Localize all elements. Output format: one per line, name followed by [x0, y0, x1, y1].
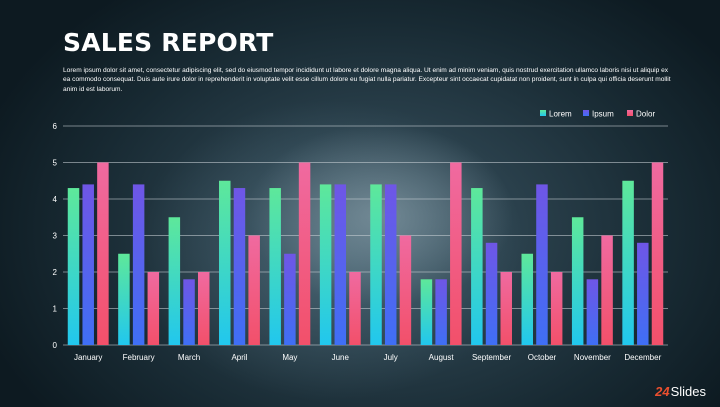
bar-dolor-november	[601, 235, 613, 345]
y-tick-label: 0	[53, 341, 58, 350]
x-tick-label: April	[231, 353, 247, 362]
x-tick-label: July	[384, 353, 398, 362]
y-tick-label: 5	[53, 159, 58, 168]
bar-ipsum-september	[485, 242, 498, 345]
bar-dolor-december	[651, 162, 664, 345]
x-tick-label: October	[528, 353, 557, 362]
bar-lorem-september	[471, 188, 483, 345]
bar-lorem-august	[420, 279, 433, 345]
bar-dolor-january	[97, 162, 109, 345]
bar-dolor-july	[399, 235, 412, 345]
x-tick-label: February	[123, 353, 155, 362]
bar-ipsum-february	[132, 184, 145, 345]
x-tick-label: November	[574, 353, 611, 362]
legend-swatch-ipsum	[583, 110, 589, 116]
slide-subtitle: Lorem ipsum dolor sit amet, consectetur …	[63, 67, 671, 93]
bar-lorem-june	[319, 184, 332, 345]
legend-label-ipsum: Ipsum	[592, 110, 614, 119]
bar-ipsum-april	[233, 188, 246, 345]
legend-swatch-dolor	[627, 110, 633, 116]
legend-label-dolor: Dolor	[636, 110, 655, 119]
y-tick-label: 6	[53, 122, 58, 131]
chart-bars	[67, 162, 664, 345]
chart-y-axis: 0 1 2 3 4 5 6	[53, 122, 58, 350]
bar-dolor-may	[298, 162, 311, 345]
bar-ipsum-august	[435, 279, 447, 345]
bar-dolor-march	[197, 272, 210, 345]
bar-lorem-july	[370, 184, 382, 345]
x-tick-label: September	[472, 353, 511, 362]
y-tick-label: 4	[53, 195, 58, 204]
x-tick-label: May	[282, 353, 297, 362]
x-tick-label: June	[332, 353, 350, 362]
bar-ipsum-january	[82, 184, 94, 345]
x-tick-label: January	[74, 353, 102, 362]
bar-lorem-may	[269, 188, 281, 345]
bar-ipsum-july	[384, 184, 397, 345]
chart-x-axis: January February March April May June July Augu…	[74, 353, 662, 362]
legend-swatch-lorem	[540, 110, 546, 116]
legend-label-lorem: Lorem	[549, 110, 572, 119]
x-tick-label: August	[429, 353, 455, 362]
y-tick-label: 3	[53, 232, 58, 241]
bar-lorem-december	[622, 180, 634, 345]
bar-dolor-september	[500, 272, 512, 345]
bar-ipsum-october	[536, 184, 548, 345]
bar-ipsum-may	[284, 253, 296, 345]
brand-logo-mark: 24	[655, 384, 670, 399]
chart-gridlines	[63, 125, 668, 346]
bar-lorem-october	[521, 253, 534, 345]
bar-dolor-august	[450, 162, 462, 345]
x-tick-label: December	[624, 353, 661, 362]
y-tick-label: 2	[53, 268, 58, 277]
brand-logo: 24Slides	[655, 384, 706, 399]
bar-ipsum-june	[334, 184, 347, 345]
x-tick-label: March	[178, 353, 200, 362]
brand-logo-text: Slides	[670, 384, 706, 399]
bar-dolor-april	[248, 235, 260, 345]
chart-legend: Lorem Ipsum Dolor	[540, 110, 655, 119]
bar-ipsum-march	[183, 279, 195, 345]
y-tick-label: 1	[53, 305, 58, 314]
bar-dolor-february	[147, 272, 160, 345]
bar-lorem-january	[67, 188, 80, 345]
bar-lorem-march	[168, 217, 181, 345]
bar-dolor-june	[349, 272, 361, 345]
bar-ipsum-december	[637, 242, 649, 345]
bar-lorem-november	[571, 217, 584, 345]
bar-lorem-april	[219, 180, 231, 345]
slide-title: SALES REPORT	[63, 28, 274, 57]
bar-lorem-february	[118, 253, 130, 345]
bar-ipsum-november	[586, 279, 599, 345]
bar-dolor-october	[550, 272, 563, 345]
